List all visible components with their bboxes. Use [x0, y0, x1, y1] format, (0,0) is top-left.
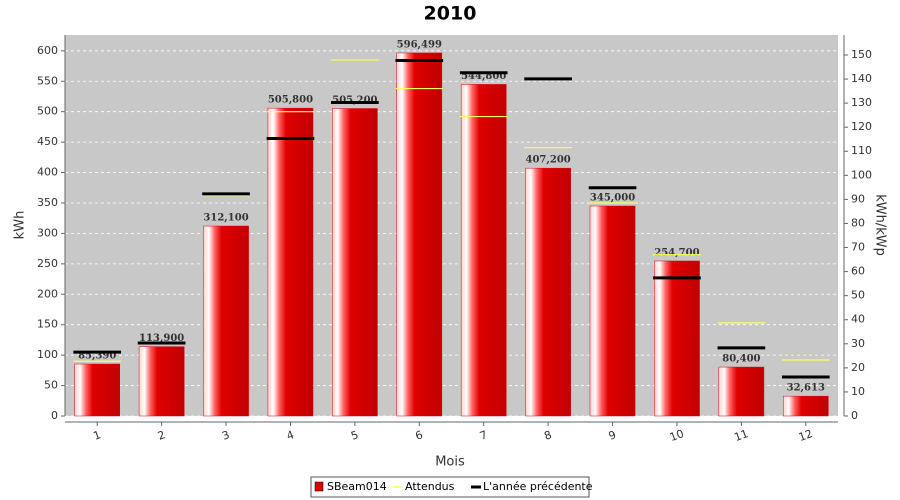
- y-tick-label: 150: [37, 318, 58, 331]
- y2-tick-label: 100: [851, 168, 872, 181]
- value-label: 505,200: [332, 95, 377, 106]
- bar: [589, 205, 636, 417]
- y2-tick-label: 120: [851, 120, 872, 133]
- value-label: 113,900: [139, 333, 184, 344]
- x-tick-label: 4: [285, 428, 296, 443]
- bar: [138, 346, 185, 417]
- bar: [396, 52, 443, 417]
- y-tick-label: 0: [51, 409, 58, 422]
- bar: [654, 260, 700, 417]
- y-tick-label: 600: [37, 44, 58, 57]
- y2-tick-label: 130: [851, 96, 872, 109]
- bar: [718, 366, 765, 417]
- value-label: 345,000: [590, 193, 635, 204]
- x-tick-label: 8: [542, 428, 553, 443]
- y2-tick-label: 80: [851, 216, 865, 229]
- x-tick-label: 9: [607, 428, 618, 443]
- x-tick-label: 2: [156, 428, 167, 443]
- value-label: 544,800: [461, 71, 506, 82]
- x-tick-label: 7: [478, 428, 489, 443]
- bar: [782, 395, 829, 417]
- y2-tick-label: 110: [851, 144, 872, 157]
- y2-tick-label: 70: [851, 241, 865, 254]
- bar: [203, 225, 249, 417]
- y-tick-label: 350: [37, 196, 58, 209]
- x-tick-label: 1: [92, 428, 103, 443]
- y-axis-title: kWh: [13, 211, 28, 240]
- y-tick-label: 400: [37, 166, 58, 179]
- legend-label: SBeam014: [327, 480, 387, 493]
- value-label: 85,390: [78, 351, 116, 362]
- plot-area: [65, 35, 838, 416]
- y2-tick-label: 30: [851, 337, 865, 350]
- y-tick-label: 200: [37, 287, 58, 300]
- y2-tick-label: 140: [851, 72, 872, 85]
- bar: [460, 84, 507, 417]
- legend-label: Attendus: [405, 480, 455, 493]
- y-tick-label: 300: [37, 226, 58, 239]
- value-label: 80,400: [722, 354, 760, 365]
- x-axis-title: Mois: [435, 455, 465, 470]
- y2-tick-label: 60: [851, 265, 865, 278]
- y-tick-label: 250: [37, 257, 58, 270]
- x-tick-label: 3: [220, 428, 231, 443]
- y-tick-label: 550: [37, 74, 58, 87]
- y2-tick-label: 20: [851, 361, 865, 374]
- legend-label: L'année précédente: [483, 480, 593, 493]
- y2-axis-title: kWh/kWp: [873, 194, 888, 256]
- value-label: 312,100: [203, 213, 248, 224]
- legend-box: [310, 476, 590, 498]
- y-tick-label: 100: [37, 348, 58, 361]
- x-tick-label: 6: [414, 428, 425, 443]
- x-tick-label: 12: [797, 427, 815, 444]
- x-tick-label: 11: [732, 427, 750, 444]
- value-label: 32,613: [787, 383, 825, 394]
- value-label: 505,800: [268, 95, 313, 106]
- y2-tick-label: 0: [851, 409, 858, 422]
- y2-tick-label: 150: [851, 48, 872, 61]
- bar: [332, 108, 378, 417]
- chart-title: 2010: [424, 3, 477, 25]
- y-tick-label: 450: [37, 135, 58, 148]
- y2-tick-label: 10: [851, 385, 865, 398]
- x-tick-label: 5: [349, 428, 360, 443]
- y2-tick-label: 40: [851, 313, 865, 326]
- value-label: 254,700: [654, 247, 699, 258]
- value-label: 596,499: [397, 39, 442, 50]
- y-tick-label: 50: [44, 379, 58, 392]
- legend-swatch: [314, 481, 324, 492]
- value-label: 407,200: [526, 155, 571, 166]
- bar: [525, 167, 571, 417]
- y-tick-label: 500: [37, 105, 58, 118]
- x-tick-label: 10: [668, 427, 686, 444]
- bar: [267, 107, 314, 417]
- y2-tick-label: 50: [851, 289, 865, 302]
- y2-tick-label: 90: [851, 192, 865, 205]
- bar: [74, 363, 121, 417]
